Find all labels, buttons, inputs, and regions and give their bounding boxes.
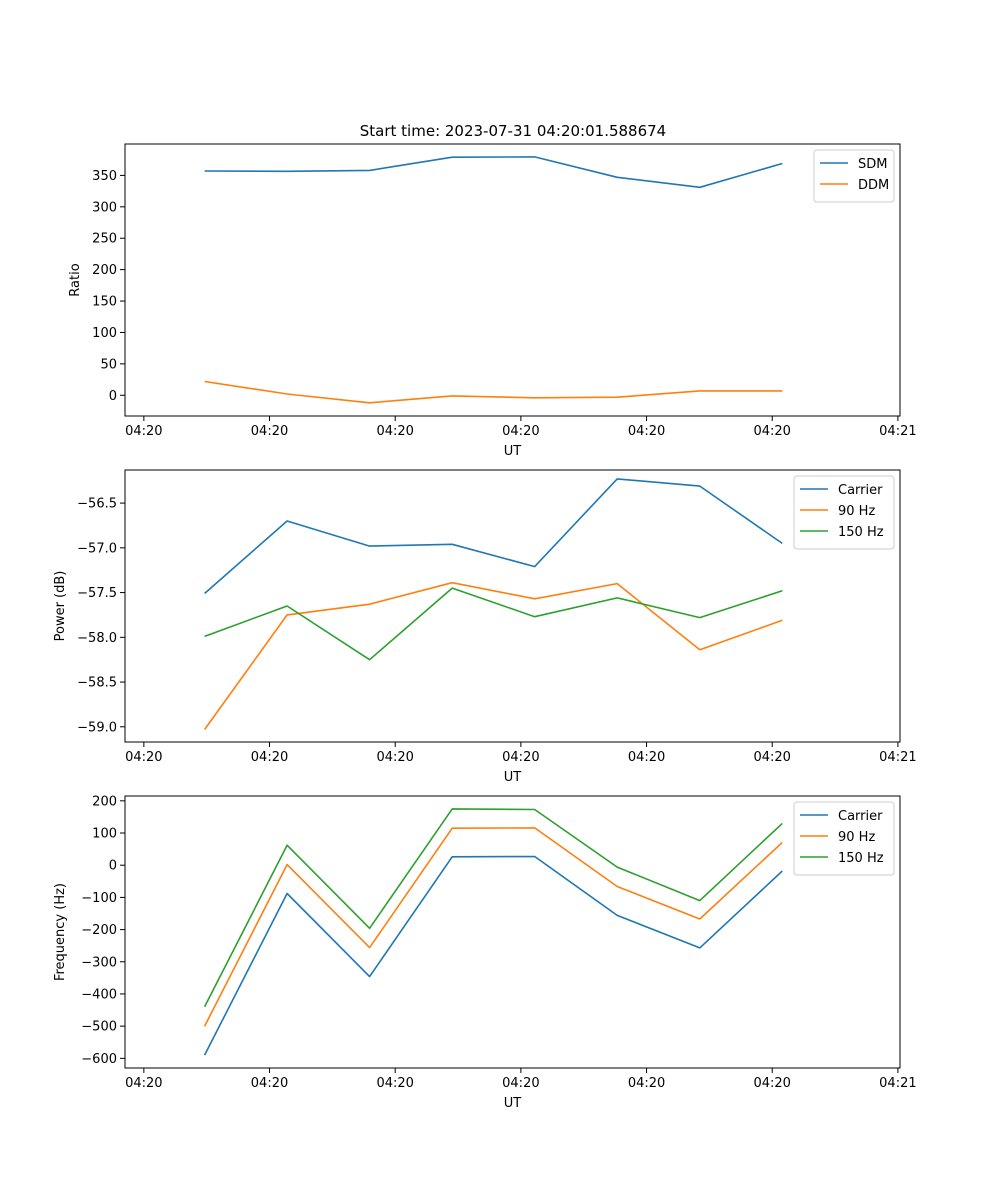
y-tick-label: −100	[81, 891, 117, 906]
legend-label: SDM	[858, 157, 887, 172]
y-tick-label: −57.5	[77, 586, 117, 601]
y-tick-label: 200	[92, 794, 117, 809]
axes-frame	[124, 143, 901, 417]
x-axis-label: UT	[504, 444, 522, 459]
y-tick-label: 350	[92, 169, 117, 184]
y-tick-label: 200	[92, 263, 117, 278]
series-line-90-hz	[203, 581, 783, 730]
y-tick-label: −56.5	[77, 497, 117, 512]
y-axis-label: Frequency (Hz)	[53, 883, 68, 981]
y-tick-label: −58.0	[77, 631, 117, 646]
x-tick-label: 04:20	[753, 1076, 790, 1091]
series-line-ddm	[204, 380, 783, 404]
x-tick-label: 04:20	[502, 424, 539, 439]
series-line-carrier	[204, 478, 783, 595]
y-tick-label: 0	[109, 859, 117, 874]
legend-label: 150 Hz	[838, 525, 884, 540]
x-tick-label: 04:20	[251, 750, 288, 765]
figure-title: Start time: 2023-07-31 04:20:01.588674	[360, 122, 666, 140]
x-axis-label: UT	[504, 770, 522, 785]
y-tick-label: −58.5	[77, 676, 117, 691]
y-tick-label: −400	[81, 987, 117, 1002]
y-tick-label: 0	[109, 389, 117, 404]
y-tick-label: 150	[92, 295, 117, 310]
x-axis-label: UT	[504, 1096, 522, 1111]
y-tick-label: 300	[92, 200, 117, 215]
y-axis-label: Power (dB)	[53, 571, 68, 642]
legend-label: DDM	[858, 178, 889, 193]
x-tick-label: 04:20	[376, 1076, 413, 1091]
x-tick-label: 04:20	[251, 1076, 288, 1091]
x-tick-label: 04:20	[125, 1076, 162, 1091]
x-tick-label: 04:20	[753, 750, 790, 765]
frequency-panel: 04:20 04:20 04:20 04:20 04:20 04:20 04:21 −600 −…	[53, 794, 917, 1111]
y-tick-label: 100	[92, 827, 117, 842]
power-panel: 04:20 04:20 04:20 04:20 04:20 04:20 04:21 −59.0…	[53, 469, 917, 785]
x-tick-label: 04:20	[628, 424, 665, 439]
y-tick-label: −59.0	[77, 720, 117, 735]
y-tick-label: 100	[92, 326, 117, 341]
y-tick-label: −57.0	[77, 541, 117, 556]
x-tick-label: 04:20	[376, 424, 413, 439]
series-line-150-hz	[204, 587, 783, 661]
y-tick-label: 50	[100, 357, 117, 372]
legend-label: 150 Hz	[838, 851, 884, 866]
y-tick-label: −200	[81, 923, 117, 938]
x-tick-label: 04:20	[125, 424, 162, 439]
x-tick-label: 04:21	[879, 424, 916, 439]
legend-label: Carrier	[838, 483, 883, 498]
legend-label: 90 Hz	[838, 504, 875, 519]
ratio-panel: 04:20 04:20 04:20 04:20 04:20 04:20 04:21 0 50 10…	[68, 143, 917, 459]
x-tick-label: 04:21	[879, 750, 916, 765]
series-line-90-hz	[203, 827, 783, 1027]
x-tick-label: 04:20	[251, 424, 288, 439]
x-tick-label: 04:20	[502, 1076, 539, 1091]
x-tick-label: 04:20	[628, 750, 665, 765]
y-tick-label: −300	[81, 955, 117, 970]
x-tick-label: 04:20	[502, 750, 539, 765]
series-line-sdm	[204, 156, 783, 189]
axes-frame	[124, 795, 901, 1069]
x-tick-label: 04:20	[628, 1076, 665, 1091]
axes-frame	[124, 469, 901, 743]
series-line-150-hz	[203, 808, 783, 1008]
x-tick-label: 04:20	[753, 424, 790, 439]
x-tick-label: 04:20	[125, 750, 162, 765]
y-axis-label: Ratio	[68, 263, 83, 296]
y-tick-label: −500	[81, 1020, 117, 1035]
y-tick-label: −600	[81, 1052, 117, 1067]
y-tick-label: 250	[92, 232, 117, 247]
series-line-carrier	[203, 855, 783, 1056]
legend-label: 90 Hz	[838, 830, 875, 845]
x-tick-label: 04:21	[879, 1076, 916, 1091]
legend-label: Carrier	[838, 809, 883, 824]
x-tick-label: 04:20	[376, 750, 413, 765]
